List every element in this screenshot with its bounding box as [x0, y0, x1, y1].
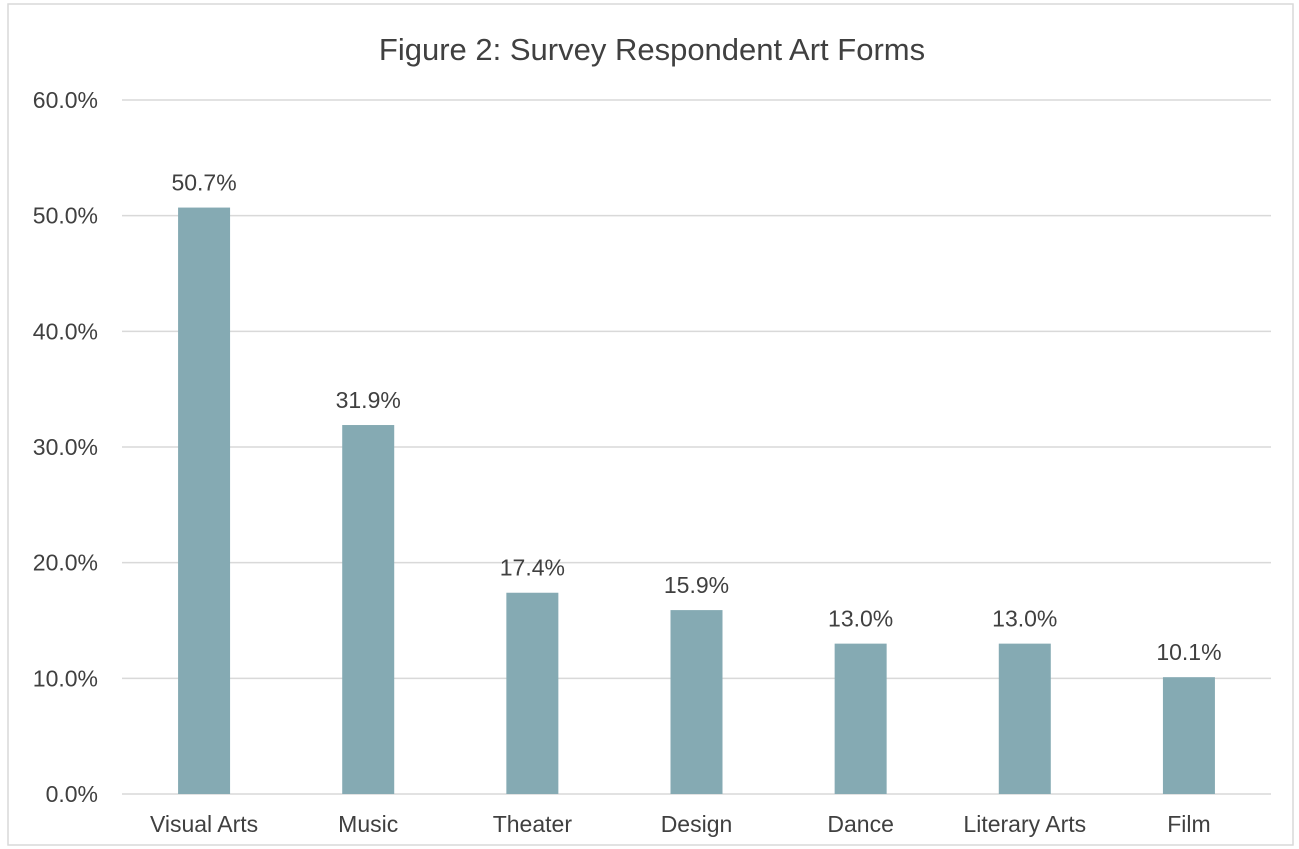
data-label: 13.0%	[992, 606, 1057, 632]
data-label: 10.1%	[1156, 639, 1221, 665]
data-label: 31.9%	[336, 387, 401, 413]
x-category-label: Design	[661, 811, 733, 837]
y-tick-label: 20.0%	[33, 550, 98, 576]
bars	[178, 207, 1215, 794]
y-tick-label: 0.0%	[46, 781, 98, 807]
data-label: 13.0%	[828, 606, 893, 632]
x-category-label: Film	[1167, 811, 1210, 837]
chart-title: Figure 2: Survey Respondent Art Forms	[379, 32, 925, 67]
x-category-label: Dance	[827, 811, 893, 837]
bar-3	[670, 610, 723, 794]
x-category-label: Music	[338, 811, 398, 837]
bar-6	[1162, 677, 1215, 794]
data-labels: 50.7% 31.9% 17.4% 15.9% 13.0% 13.0% 10.1%	[171, 170, 1221, 666]
x-category-label: Visual Arts	[150, 811, 258, 837]
bar-2	[506, 592, 559, 794]
x-category-label: Literary Arts	[963, 811, 1086, 837]
y-axis-ticks: 0.0% 10.0% 20.0% 30.0% 40.0% 50.0% 60.0%	[33, 87, 98, 807]
y-tick-label: 50.0%	[33, 203, 98, 229]
y-tick-label: 30.0%	[33, 434, 98, 460]
data-label: 15.9%	[664, 572, 729, 598]
x-axis-categories: Visual Arts Music Theater Design Dance Litera…	[150, 811, 1211, 837]
gridlines	[122, 99, 1271, 795]
x-category-label: Theater	[493, 811, 573, 837]
data-label: 17.4%	[500, 555, 565, 581]
y-tick-label: 60.0%	[33, 87, 98, 113]
bar-1	[342, 425, 395, 794]
bar-5	[998, 643, 1051, 794]
bar-4	[834, 643, 887, 794]
y-tick-label: 10.0%	[33, 665, 98, 691]
bar-0	[178, 207, 231, 794]
y-tick-label: 40.0%	[33, 318, 98, 344]
data-label: 50.7%	[171, 170, 236, 196]
